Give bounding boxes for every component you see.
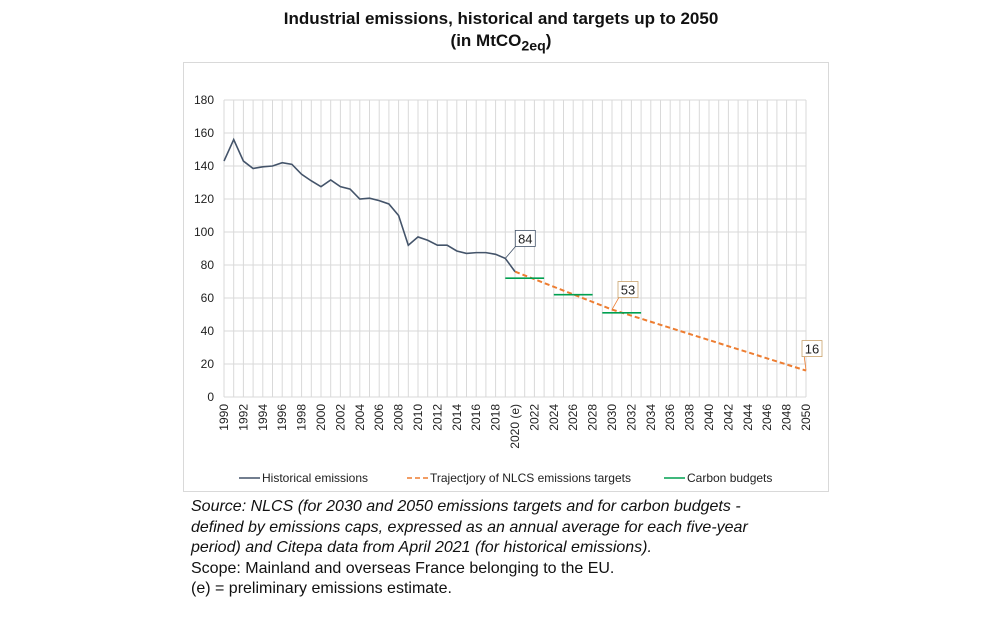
x-tick-label: 2044 bbox=[741, 404, 755, 431]
scope-line: Scope: Mainland and overseas France belo… bbox=[191, 559, 615, 577]
x-tick-label: 1990 bbox=[217, 404, 231, 431]
x-tick-label: 2040 bbox=[702, 404, 716, 431]
title-unit-end: ) bbox=[545, 31, 552, 50]
x-tick-label: 2026 bbox=[566, 404, 580, 431]
annotation-box bbox=[801, 340, 823, 358]
estimate-note: (e) = preliminary emissions estimate. bbox=[191, 580, 452, 597]
x-tick-label: 2000 bbox=[314, 404, 328, 431]
annotation-label: 84 bbox=[518, 231, 532, 246]
chart-frame bbox=[183, 62, 829, 492]
x-tick-label: 1998 bbox=[295, 404, 309, 431]
x-tick-label: 2020 (e) bbox=[508, 404, 522, 449]
y-tick-label: 100 bbox=[194, 225, 214, 239]
title-unit: (in MtCO bbox=[450, 31, 522, 50]
source-note: Source: NLCS (for 2030 and 2050 emission… bbox=[191, 497, 748, 600]
x-tick-label: 2022 bbox=[527, 404, 541, 431]
x-tick-label: 2012 bbox=[430, 404, 444, 431]
x-tick-label: 2028 bbox=[586, 404, 600, 431]
x-tick-label: 1992 bbox=[236, 404, 250, 431]
y-tick-label: 40 bbox=[201, 324, 215, 338]
y-tick-label: 180 bbox=[194, 93, 214, 107]
title-unit-sub: 2eq bbox=[521, 38, 546, 55]
legend-label: Trajectjory of NLCS emissions targets bbox=[430, 471, 631, 485]
y-tick-label: 140 bbox=[194, 159, 214, 173]
annotation-leader bbox=[803, 354, 807, 371]
x-tick-label: 2008 bbox=[392, 404, 406, 431]
legend-label: Carbon budgets bbox=[687, 471, 772, 485]
x-tick-label: 2038 bbox=[683, 404, 697, 431]
x-tick-label: 2032 bbox=[624, 404, 638, 431]
x-tick-label: 2006 bbox=[372, 404, 386, 431]
series-historical-line bbox=[223, 137, 516, 273]
x-tick-label: 2030 bbox=[605, 404, 619, 431]
x-tick-label: 2050 bbox=[799, 404, 813, 431]
y-tick-label: 20 bbox=[201, 357, 215, 371]
chart-title: Industrial emissions, historical and tar… bbox=[0, 8, 1002, 57]
y-tick-label: 160 bbox=[194, 126, 214, 140]
annotation-box bbox=[617, 281, 639, 298]
source-line: period) and Citepa data from April 2021 … bbox=[191, 539, 652, 556]
x-tick-label: 2034 bbox=[644, 404, 658, 431]
annotation-label: 53 bbox=[621, 283, 635, 298]
y-tick-label: 0 bbox=[207, 390, 214, 404]
source-line: defined by emissions caps, expressed as … bbox=[191, 518, 748, 536]
annotation-box bbox=[514, 229, 536, 247]
x-tick-label: 1996 bbox=[275, 404, 289, 431]
source-line: Source: NLCS (for 2030 and 2050 emission… bbox=[191, 498, 741, 515]
x-tick-label: 2036 bbox=[663, 404, 677, 431]
x-tick-label: 2042 bbox=[721, 404, 735, 431]
x-tick-label: 2010 bbox=[411, 404, 425, 431]
x-tick-label: 2048 bbox=[780, 404, 794, 431]
x-tick-label: 1994 bbox=[256, 404, 270, 431]
x-tick-label: 2018 bbox=[489, 404, 503, 431]
x-tick-label: 2046 bbox=[760, 404, 774, 431]
annotation-label: 16 bbox=[805, 342, 819, 357]
x-tick-label: 2014 bbox=[450, 404, 464, 431]
y-tick-label: 80 bbox=[201, 258, 215, 272]
y-tick-label: 120 bbox=[194, 192, 214, 206]
title-line1: Industrial emissions, historical and tar… bbox=[283, 9, 719, 28]
x-tick-label: 2002 bbox=[333, 404, 347, 431]
x-tick-label: 2024 bbox=[547, 404, 561, 431]
legend-label: Historical emissions bbox=[262, 471, 368, 485]
x-tick-label: 2004 bbox=[353, 404, 367, 431]
y-tick-label: 60 bbox=[201, 291, 215, 305]
x-tick-label: 2016 bbox=[469, 404, 483, 431]
title-line2: (in MtCO2eq) bbox=[0, 30, 1002, 57]
